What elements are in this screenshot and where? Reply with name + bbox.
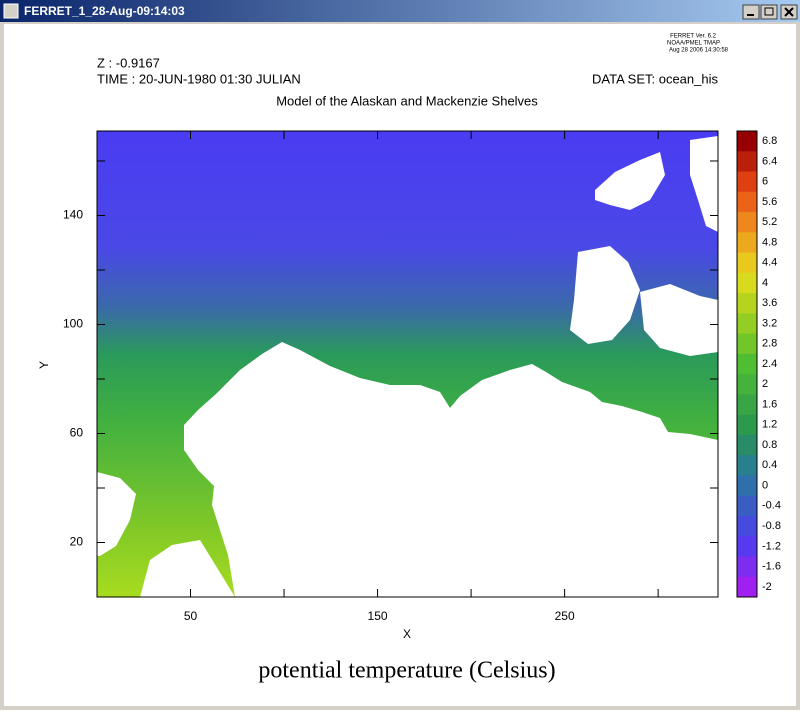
island [690,136,718,232]
title-bar [0,0,800,22]
colorbar-band [737,171,757,193]
plot-title: Model of the Alaskan and Mackenzie Shelv… [276,93,538,108]
colorbar-tick-label: 1.6 [762,398,777,410]
colorbar-tick-label: -0.8 [762,520,781,532]
close-icon [784,7,794,17]
land [140,540,235,597]
island [570,246,640,344]
colorbar-band [737,353,757,375]
header: FERRET Ver. 6.2 NOAA/PMEL TMAP Aug 28 20… [97,34,729,109]
x-axis-label: X [403,627,411,641]
colorbar-band [737,272,757,294]
colorbar-label: potential temperature (Celsius) [258,658,555,684]
window-buttons [742,4,798,20]
colorbar-tick-label: 0 [762,479,768,491]
colorbar-tick-label: -2 [762,581,772,593]
y-tick-label: 100 [63,317,83,331]
colorbar-band [737,131,757,152]
y-tick-label: 60 [70,426,84,440]
y-tick-label: 20 [70,535,84,549]
colorbar-tick-label: -0.4 [762,500,781,512]
maximize-icon [764,7,774,16]
app-icon [3,3,19,19]
colorbar-band [737,455,757,476]
colorbar-tick-label: 5.2 [762,216,777,228]
x-tick-label: 150 [368,609,388,623]
stamp-line: NOAA/PMEL TMAP [667,41,720,47]
colorbar-band [737,394,757,416]
maximize-button[interactable] [760,4,778,20]
stamp-line: FERRET Ver. 6.2 [670,34,717,40]
colorbar-tick-label: 5.6 [762,196,777,208]
colorbar-tick-label: 6 [762,176,768,188]
land [184,342,718,597]
x-tick-label: 50 [184,609,198,623]
colorbar-tick-label: 0.4 [762,459,777,471]
colorbar-band [737,293,757,314]
colorbar-tick-label: 0.8 [762,439,777,451]
x-tick-label: 250 [555,609,575,623]
colorbar-band [737,556,757,578]
colorbar-frame [736,130,758,598]
colorbar-band [737,536,757,557]
colorbar-band [737,576,757,598]
colorbar-band [737,434,757,456]
colorbar-band [737,232,757,254]
colorbar-tick-label: 2.8 [762,338,777,350]
colorbar-band [737,475,757,497]
colorbar-tick-label: 2 [762,378,768,390]
colorbar-band [737,212,757,233]
stamp-line: Aug 28 2006 14:30:58 [669,48,729,54]
island [595,152,665,210]
colorbar-band [737,414,757,436]
colorbar-band [737,374,757,395]
colorbar-band [737,333,757,355]
colorbar-tick-label: 4 [762,277,768,289]
island [640,284,718,356]
colorbar-tick-label: 1.2 [762,419,777,431]
colorbar-tick-label: 2.4 [762,358,777,370]
colorbar-tick-label: -1.6 [762,561,781,573]
colorbar-tick-label: 4.4 [762,257,777,269]
time: TIME : 20-JUN-1980 01:30 JULIAN [97,71,301,86]
colorbar-band [737,252,757,274]
minimize-button[interactable] [742,4,760,20]
colorbar-band [737,495,757,517]
y-tick-label: 140 [63,208,83,222]
dataset: DATA SET: ocean_his [592,71,718,86]
y-axis-label: Y [37,361,51,369]
z-level: Z : -0.9167 [97,55,160,70]
window-title: FERRET_1_28-Aug-09:14:03 [24,4,185,18]
colorbar-band [737,191,757,213]
colorbar-band [737,151,757,173]
colorbar-band [737,515,757,537]
field [96,130,719,598]
plot-frame [96,130,719,598]
colorbar-band [737,313,757,335]
colorbar-tick-label: 4.8 [762,236,777,248]
colorbar-tick-label: 3.2 [762,317,777,329]
colorbar-tick-label: 6.8 [762,135,777,147]
colorbar-tick-label: 3.6 [762,297,777,309]
colorbar-tick-label: -1.2 [762,540,781,552]
land [97,472,136,556]
colorbar-tick-label: 6.4 [762,155,777,167]
